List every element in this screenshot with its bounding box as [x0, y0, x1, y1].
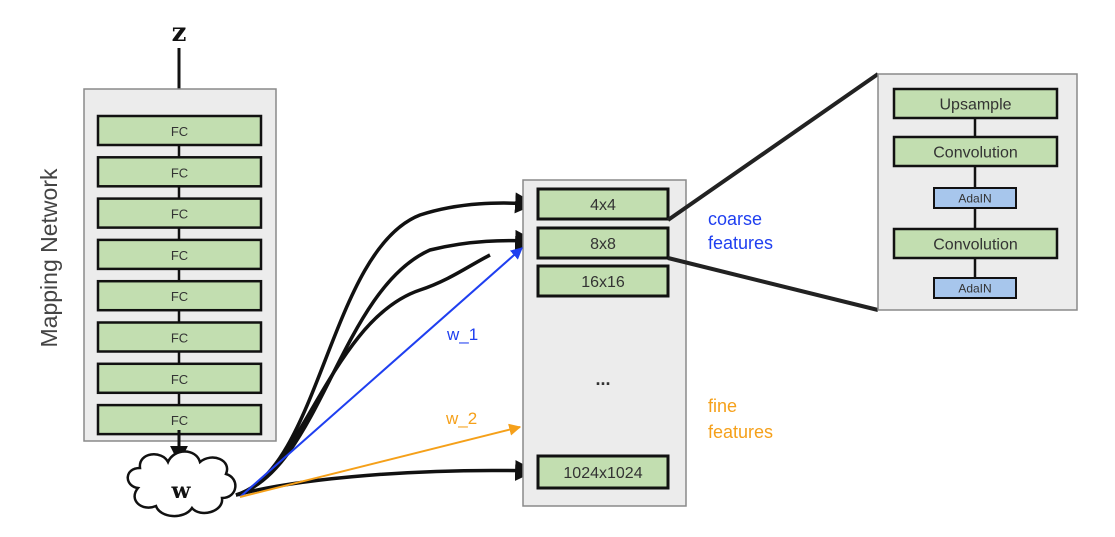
fc-layer: FC — [96, 321, 263, 353]
fc-layer-label: FC — [171, 331, 188, 346]
fine-label-line1: fine — [708, 396, 737, 416]
fc-layer: FC — [96, 238, 263, 271]
w-to-1024-curve — [235, 460, 537, 497]
fc-layer: FC — [96, 156, 263, 188]
fc-layer-label: FC — [171, 372, 188, 387]
fc-layer: FC — [96, 403, 263, 436]
adain-layer: AdaIN — [933, 277, 1017, 299]
fc-layer: FC — [96, 279, 263, 312]
fc-layer-label: FC — [171, 124, 188, 139]
synthesis-ellipsis: ... — [595, 369, 610, 389]
detail-layer: Convolution — [892, 227, 1059, 260]
adain-layer: AdaIN — [933, 187, 1017, 209]
w-cloud — [126, 450, 237, 518]
fc-layer: FC — [96, 362, 263, 395]
detail-layer-label: Convolution — [933, 145, 1018, 162]
w1-label: w_1 — [446, 325, 478, 344]
mapping-network-title: Mapping Network — [36, 168, 62, 347]
synthesis-block-1024: 1024x1024 — [536, 454, 670, 490]
detail-layer-label: AdaIN — [958, 192, 991, 206]
block-16x16-label: 16x16 — [581, 274, 625, 291]
fc-layer-label: FC — [171, 165, 188, 180]
fc-layer: FC — [96, 197, 263, 229]
z-label: z — [172, 18, 187, 48]
fc-layer-label: FC — [171, 289, 188, 304]
coarse-label-line2: features — [708, 233, 773, 253]
w-label: w — [171, 478, 192, 504]
synthesis-block-8x8: 8x8 — [536, 226, 670, 260]
detail-layer-label: Upsample — [939, 97, 1011, 114]
fc-layer: FC — [96, 114, 263, 147]
synthesis-block-16x16: 16x16 — [536, 264, 670, 298]
detail-layer: Upsample — [892, 87, 1059, 120]
w2-label: w_2 — [445, 409, 477, 428]
synthesis-block-4x4: 4x4 — [536, 187, 670, 221]
block-4x4-label: 4x4 — [590, 197, 616, 214]
zoom-line-bottom — [667, 256, 879, 312]
fc-layer-label: FC — [171, 413, 188, 428]
fc-layer-label: FC — [171, 207, 188, 222]
w-to-4x4-curve — [235, 192, 537, 497]
block-detail-layers: Upsample Convolution AdaIN Convolution AdaIN — [892, 87, 1059, 299]
detail-layer-label: Convolution — [933, 237, 1018, 254]
w1-arrow — [239, 247, 523, 498]
block-1024-label: 1024x1024 — [563, 465, 642, 482]
fine-label-line2: features — [708, 422, 773, 442]
fc-layer-stack: FC FC FC FC FC FC FC FC — [96, 114, 263, 436]
w2-arrow — [239, 423, 522, 498]
coarse-label-line1: coarse — [708, 209, 762, 229]
detail-layer: Convolution — [892, 135, 1059, 168]
zoom-line-top — [666, 72, 880, 222]
detail-layer-label: AdaIN — [958, 282, 991, 296]
block-8x8-label: 8x8 — [590, 236, 616, 253]
fc-layer-label: FC — [171, 248, 188, 263]
